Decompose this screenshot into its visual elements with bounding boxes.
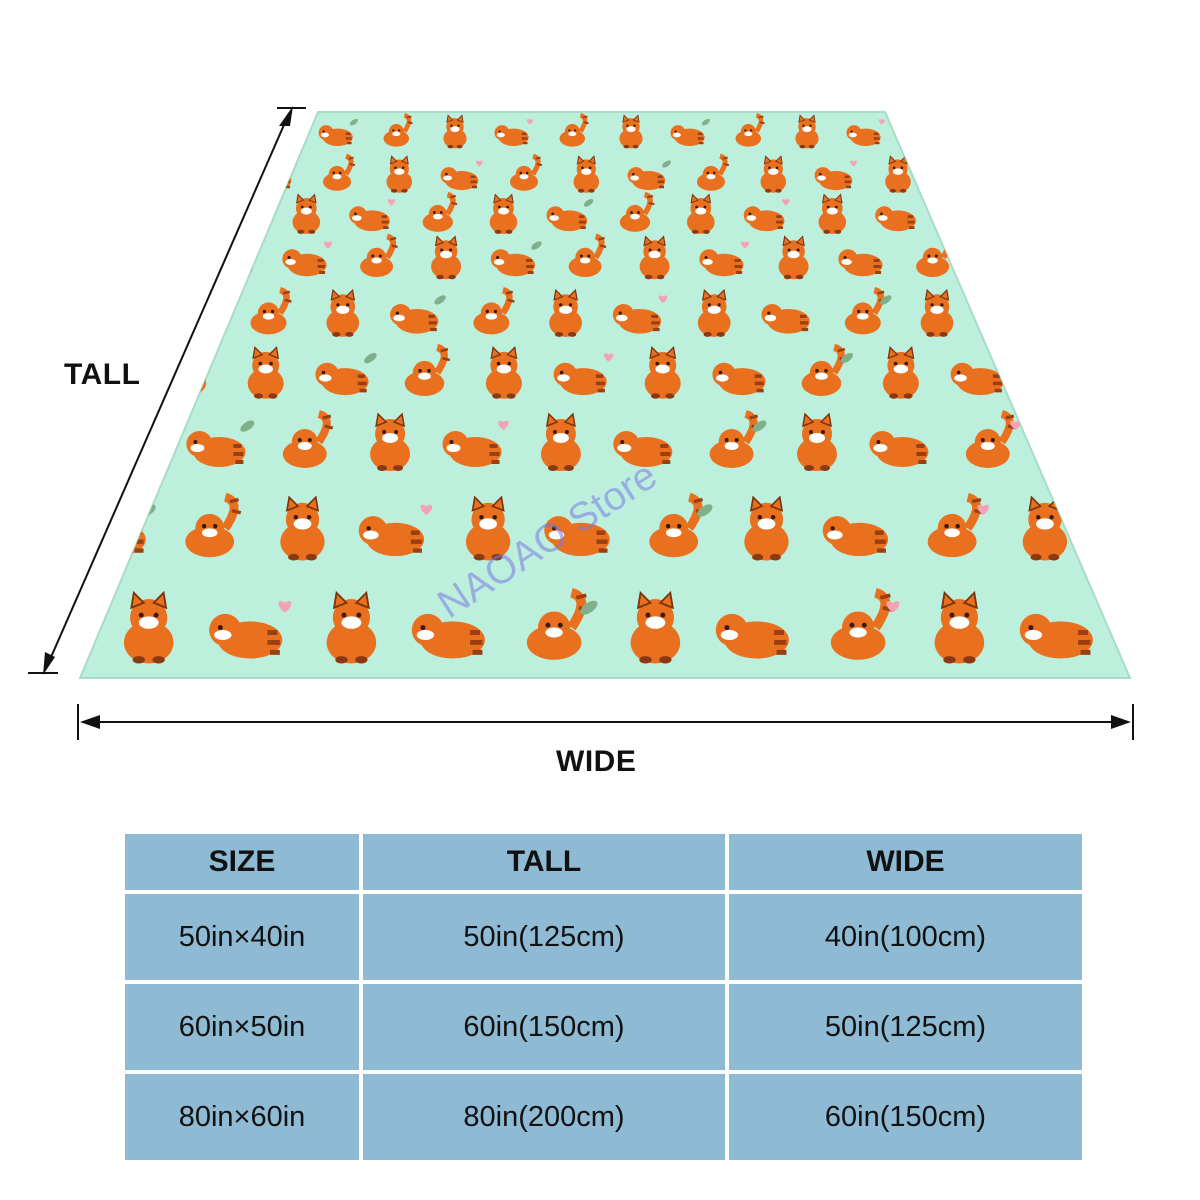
size-cell: 80in×60in xyxy=(125,1074,359,1160)
red-panda-motif xyxy=(386,155,413,194)
red-panda-motif xyxy=(113,413,155,472)
blanket-fabric xyxy=(78,111,1132,679)
red-panda-motif xyxy=(912,114,937,149)
red-panda-motif xyxy=(1135,593,1197,660)
red-panda-motif xyxy=(618,114,644,149)
size-cell: 60in×50in xyxy=(125,984,359,1070)
red-panda-motif xyxy=(794,114,820,149)
red-panda-motif xyxy=(222,235,254,280)
red-panda-motif xyxy=(644,346,682,400)
red-panda-motif xyxy=(982,302,1035,336)
red-panda-motif xyxy=(279,496,326,562)
red-panda-motif xyxy=(247,346,285,400)
size-table-header-row: SIZE TALL WIDE xyxy=(125,834,1082,890)
red-panda-motif xyxy=(796,413,838,472)
size-table-row: 50in×40in 50in(125cm) 40in(100cm) xyxy=(125,894,1082,980)
red-panda-motif xyxy=(1040,347,1085,396)
wide-cell: 40in(100cm) xyxy=(729,894,1082,980)
red-panda-motif xyxy=(485,346,523,400)
red-panda-motif xyxy=(291,194,321,235)
red-panda-motif xyxy=(937,165,979,192)
tall-cell: 80in(200cm) xyxy=(363,1074,725,1160)
red-panda-motif xyxy=(540,413,582,472)
header-wide: WIDE xyxy=(729,834,1082,890)
red-panda-motif xyxy=(986,235,1018,280)
wide-cell: 60in(150cm) xyxy=(729,1074,1082,1160)
leaf-motif xyxy=(1186,598,1200,618)
size-cell: 50in×40in xyxy=(125,894,359,980)
red-panda-motif xyxy=(122,591,175,665)
size-table: SIZE TALL WIDE 50in×40in 50in(125cm) 40i… xyxy=(121,830,1086,1164)
wide-dimension-arrow xyxy=(77,704,1134,740)
red-panda-motif xyxy=(743,496,790,562)
size-table-row: 80in×60in 80in(200cm) 60in(150cm) xyxy=(125,1074,1082,1160)
red-panda-motif xyxy=(80,516,145,556)
red-panda-motif xyxy=(430,235,462,280)
red-panda-motif xyxy=(760,155,787,194)
wide-cell: 50in(125cm) xyxy=(729,984,1082,1070)
red-panda-motif xyxy=(1052,413,1094,472)
heart-motif xyxy=(212,295,222,304)
blanket-illustration xyxy=(20,111,1200,679)
red-panda-motif xyxy=(919,289,955,338)
wide-label: WIDE xyxy=(556,745,637,778)
red-panda-motif xyxy=(817,194,847,235)
red-panda-motif xyxy=(933,591,986,665)
tall-dimension-arrow xyxy=(28,106,306,675)
red-panda-motif xyxy=(1101,516,1166,556)
red-panda-motif xyxy=(629,591,682,665)
red-panda-motif xyxy=(548,289,583,338)
red-panda-motif xyxy=(778,235,810,280)
red-panda-motif xyxy=(165,302,218,336)
red-panda-motif xyxy=(369,413,411,472)
red-panda-motif xyxy=(325,591,378,665)
red-panda-motif xyxy=(225,195,260,232)
red-panda-motif xyxy=(949,195,984,232)
red-panda-motif xyxy=(442,114,468,149)
heart-motif xyxy=(1080,353,1090,362)
header-tall: TALL xyxy=(363,834,725,890)
red-panda-motif xyxy=(697,289,732,338)
tall-label: TALL xyxy=(64,358,141,391)
red-panda-motif xyxy=(20,593,82,660)
red-panda-motif xyxy=(573,155,600,194)
red-panda-motif xyxy=(489,194,518,235)
size-table-row: 60in×50in 60in(150cm) 50in(125cm) xyxy=(125,984,1082,1070)
leaf-motif xyxy=(946,239,961,252)
tall-cell: 60in(150cm) xyxy=(363,984,725,1070)
red-panda-motif xyxy=(1021,496,1068,562)
red-panda-motif xyxy=(882,346,920,400)
tall-cell: 50in(125cm) xyxy=(363,894,725,980)
header-size: SIZE xyxy=(125,834,359,890)
red-panda-motif xyxy=(325,289,360,338)
red-panda-motif xyxy=(686,194,716,235)
leaf-motif xyxy=(976,197,990,209)
red-panda-motif xyxy=(639,235,671,280)
